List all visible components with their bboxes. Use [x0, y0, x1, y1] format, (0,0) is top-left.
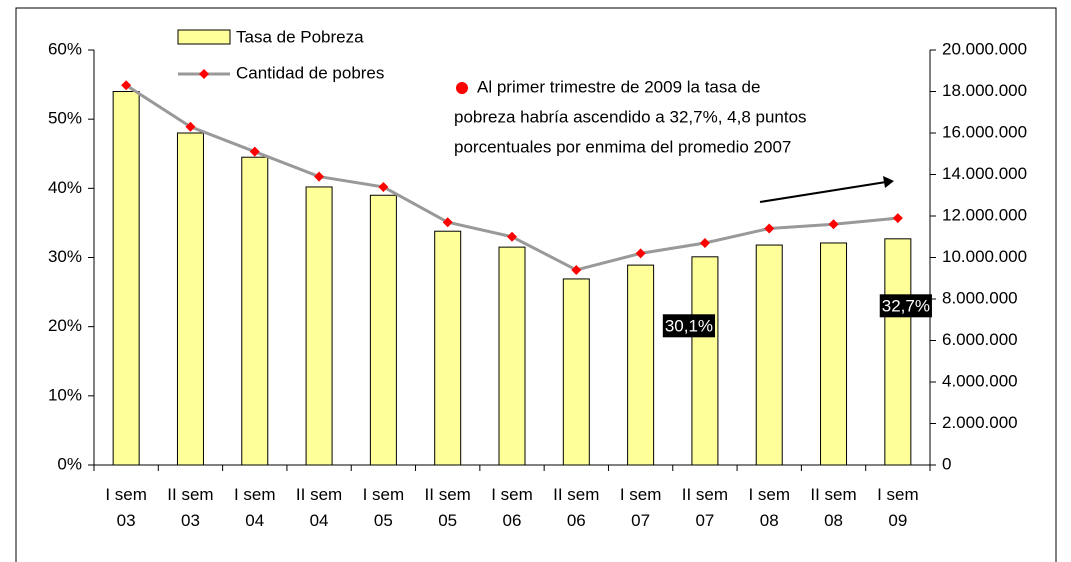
frame — [15, 7, 1057, 562]
line-marker — [699, 237, 710, 248]
legend-swatch — [177, 29, 231, 45]
y2-tick-label: 14.000.000 — [942, 164, 1027, 183]
data-label-box — [662, 314, 716, 338]
y2-tick-label: 10.000.000 — [942, 247, 1027, 266]
line-marker — [892, 213, 903, 224]
y2-tick-label: 4.000.000 — [942, 371, 1018, 390]
bar — [691, 256, 719, 466]
y-tick-label: 50% — [48, 109, 82, 128]
y2-tick-label: 2.000.000 — [942, 413, 1018, 432]
line-marker — [507, 231, 517, 242]
data-label-box — [879, 294, 932, 318]
bar — [562, 278, 590, 466]
data-label: 32,7% — [882, 296, 930, 315]
line-marker — [635, 248, 646, 259]
legend-label: Cantidad de pobres — [236, 63, 384, 82]
legend-label: Tasa de Pobreza — [236, 27, 364, 46]
line-marker — [378, 181, 389, 192]
x-tick-label: II sem 03 — [167, 485, 214, 530]
annotation: Al primer trimestre de 2009 la tasa de — [477, 77, 760, 96]
x-tick-label: I sem 08 — [748, 485, 790, 530]
bar — [627, 264, 655, 466]
legend-marker — [199, 69, 209, 79]
y2-tick-label: 16.000.000 — [942, 122, 1027, 141]
bar — [755, 244, 783, 466]
x-tick-label: I sem 05 — [362, 485, 405, 530]
y2-tick-label: 0 — [942, 454, 951, 473]
y2-tick-label: 6.000.000 — [942, 330, 1018, 349]
y-tick-label: 10% — [48, 385, 82, 404]
line-marker — [121, 80, 132, 91]
x-tick-label: II sem 04 — [295, 485, 343, 530]
y2-tick-label: 8.000.000 — [942, 288, 1018, 307]
bar — [498, 246, 526, 466]
line-marker — [185, 121, 196, 132]
x-tick-label: II sem 05 — [424, 485, 471, 530]
x-tick-label: I sem 03 — [105, 485, 147, 530]
x-tick-label: I sem 06 — [491, 485, 533, 530]
y-tick-label: 60% — [48, 39, 82, 58]
line-marker — [249, 146, 260, 157]
x-tick-label: II sem 07 — [681, 485, 729, 530]
arrow-line — [759, 181, 887, 203]
bar — [112, 91, 140, 466]
line-marker — [828, 219, 839, 230]
annotation-bullet — [456, 82, 468, 94]
bar — [884, 238, 912, 466]
line-marker — [442, 217, 453, 228]
x-tick-label: II sem 06 — [553, 485, 600, 530]
y2-tick-label: 18.000.000 — [942, 81, 1027, 100]
line-marker — [764, 223, 775, 234]
y-tick-label: 40% — [48, 178, 82, 197]
x-tick-label: I sem 09 — [877, 485, 919, 530]
arrow-head — [883, 176, 894, 188]
annotation: pobreza habría ascendido a 32,7%, 4,8 pu… — [454, 107, 807, 126]
y-tick-label: 20% — [48, 316, 82, 335]
x-tick-label: I sem 07 — [619, 485, 662, 530]
annotation: porcentuales por enmima del promedio 200… — [454, 137, 791, 156]
bar — [434, 230, 462, 466]
y2-tick-label: 12.000.000 — [942, 205, 1027, 224]
bar — [369, 194, 397, 466]
bar — [305, 186, 333, 466]
data-label: 30,1% — [665, 316, 713, 335]
x-tick-label: I sem 04 — [233, 485, 276, 530]
bar — [241, 156, 269, 466]
y2-tick-label: 20.000.000 — [942, 39, 1027, 58]
bar — [820, 242, 848, 466]
x-tick-label: II sem 08 — [810, 485, 857, 530]
y-tick-label: 0% — [57, 454, 82, 473]
line-marker — [571, 264, 582, 275]
line-marker — [314, 171, 325, 182]
bar — [176, 132, 204, 466]
y-tick-label: 30% — [48, 247, 82, 266]
